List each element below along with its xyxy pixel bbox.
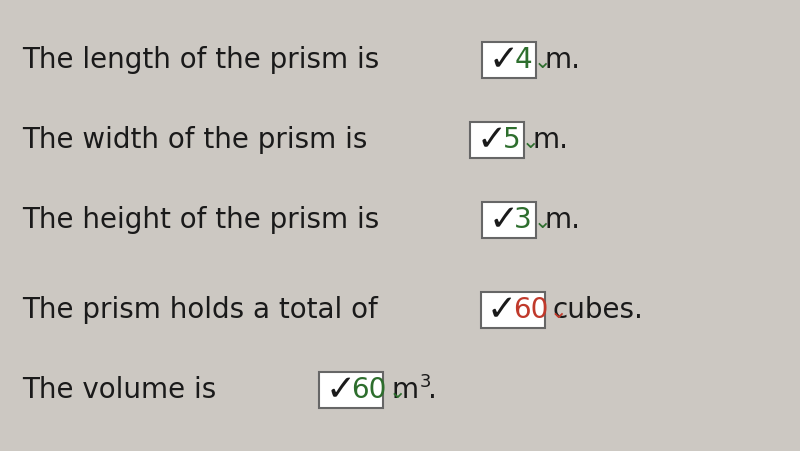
Text: ⌄: ⌄ [534,212,551,232]
FancyBboxPatch shape [482,202,536,238]
Text: The width of the prism is: The width of the prism is [22,126,367,154]
FancyBboxPatch shape [482,42,536,78]
FancyBboxPatch shape [481,292,545,328]
Text: 60: 60 [513,296,548,324]
Text: The prism holds a total of: The prism holds a total of [22,296,378,324]
Text: The length of the prism is: The length of the prism is [22,46,379,74]
Text: m.: m. [544,46,580,74]
Text: ✓: ✓ [326,373,355,407]
Text: 60: 60 [351,376,386,404]
Text: ✓: ✓ [486,293,517,327]
Text: cubes.: cubes. [553,296,644,324]
Text: ⌄: ⌄ [550,302,568,322]
Text: 5: 5 [502,126,520,154]
Text: .: . [429,376,438,404]
Text: The volume is: The volume is [22,376,216,404]
Text: m.: m. [533,126,569,154]
Text: ✓: ✓ [477,123,506,157]
FancyBboxPatch shape [319,372,383,408]
Text: ✓: ✓ [488,203,518,237]
Text: ⌄: ⌄ [522,132,539,152]
Text: 4: 4 [514,46,532,74]
Text: m.: m. [544,206,580,234]
Text: The height of the prism is: The height of the prism is [22,206,379,234]
FancyBboxPatch shape [470,122,525,158]
Text: ⌄: ⌄ [534,52,551,72]
Text: 3: 3 [514,206,532,234]
Text: m: m [391,376,418,404]
Text: 3: 3 [419,373,431,391]
Text: ⌄: ⌄ [389,382,406,402]
Text: ✓: ✓ [488,43,518,77]
